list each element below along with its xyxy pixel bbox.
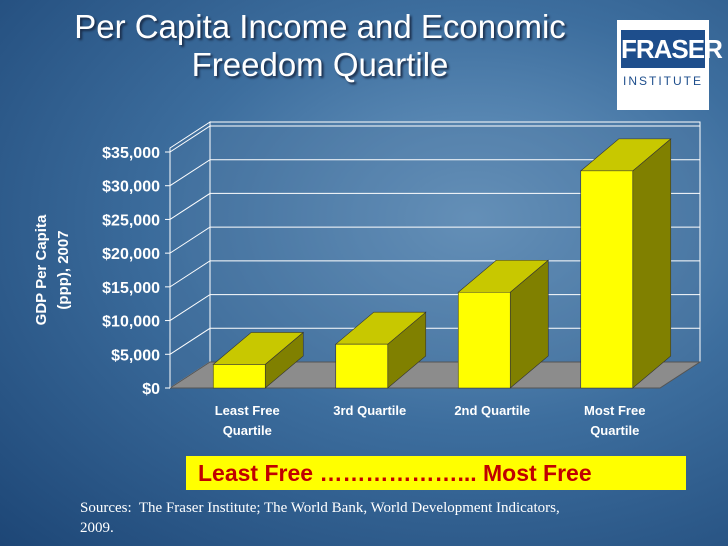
y-tick-label: $5,000 [111, 347, 160, 364]
bar-front [580, 170, 634, 389]
x-tick-label: 2nd Quartile [454, 403, 531, 418]
y-tick-label: $35,000 [102, 145, 160, 162]
y-tick-label: $20,000 [102, 246, 160, 263]
y-tick-label: $10,000 [102, 314, 160, 331]
logo: FRASER INSTITUTE [617, 20, 723, 110]
x-tick-label: Most Free Quartile [584, 403, 646, 438]
bar-front [457, 291, 511, 389]
bar [334, 311, 427, 389]
y-tick-label: $25,000 [102, 212, 160, 229]
chart-title: Per Capita Income and Economic Freedom Q… [74, 8, 566, 83]
sources: Sources: The Fraser Institute; The World… [80, 500, 605, 536]
bar-front [335, 343, 389, 389]
side-wall [169, 121, 211, 389]
bar [457, 259, 550, 389]
scale-note: Least Free ………………... Most Free [186, 456, 686, 490]
bar-front [212, 364, 266, 389]
y-tick-label: $15,000 [102, 280, 160, 297]
grid-line [169, 159, 700, 187]
y-axis-label: GDP Per Capita (ppp), 2007 [33, 214, 72, 326]
y-tick-label: $30,000 [102, 179, 160, 196]
y-tick-label: $0 [142, 381, 160, 398]
grid-line [169, 226, 700, 254]
logo-name: FRASER [621, 30, 723, 68]
bar [212, 331, 305, 389]
x-tick-label: Least Free Quartile [214, 403, 280, 438]
grid-line [169, 125, 700, 153]
logo-sub: INSTITUTE [623, 74, 703, 88]
bar [579, 138, 672, 389]
bar-side [632, 138, 672, 389]
grid-line [169, 192, 700, 220]
x-tick-label: 3rd Quartile [333, 403, 407, 418]
